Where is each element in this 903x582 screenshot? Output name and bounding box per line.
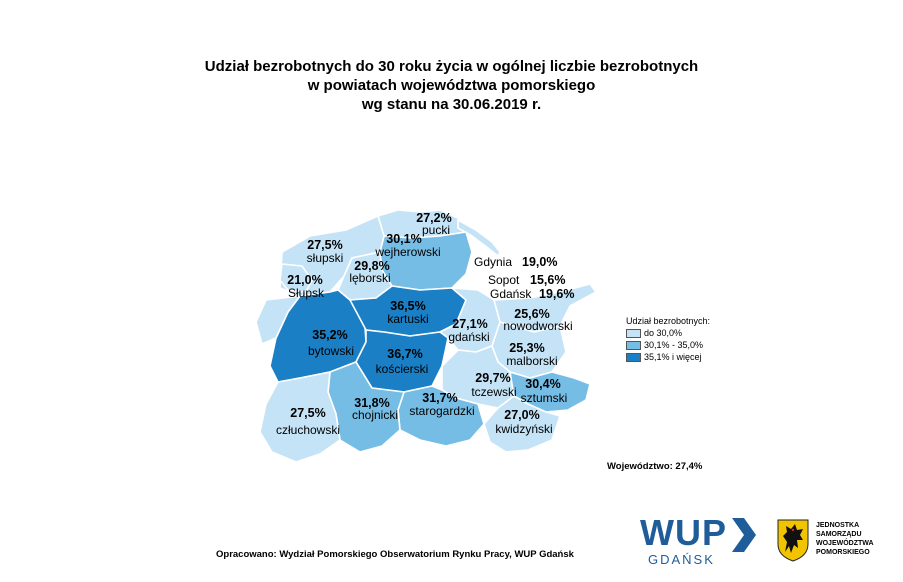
city-labels: Gdynia 19,0% Sopot 15,6% Gdańsk 19,6% [474, 255, 574, 301]
label-name-chojnicki: chojnicki [352, 408, 398, 422]
district-slupsk-city[interactable] [279, 263, 313, 293]
label-value-slupski: 27,5% [307, 238, 342, 252]
label-value-sztumski: 30,4% [525, 377, 560, 391]
district-kwidzynski[interactable] [483, 395, 561, 453]
label-value-malborski: 25,3% [509, 341, 544, 355]
district-czluchowski[interactable] [259, 371, 341, 463]
city-value-gdynia: 19,0% [522, 255, 557, 269]
jst-line-3: WOJEWÓDZTWA [816, 540, 874, 547]
district-koscierski[interactable] [355, 329, 449, 393]
legend-item-mid: 30,1% - 35,0% [626, 340, 710, 351]
jst-line-1: JEDNOSTKA [816, 522, 860, 529]
jst-line-2: SAMORZĄDU [816, 531, 862, 538]
legend-label-low: do 30,0% [644, 328, 683, 338]
label-name-pucki: pucki [422, 223, 450, 237]
label-name-slupski: słupski [307, 251, 344, 265]
label-name-starogardzki: starogardzki [409, 404, 474, 418]
city-name-sopot: Sopot [488, 273, 520, 287]
label-name-kartuski: kartuski [387, 312, 428, 326]
district-labels: 27,2% pucki 30,1% wejherowski 27,5% słup… [276, 211, 573, 437]
wup-logo-main: WUP [640, 512, 727, 553]
label-name-tczewski: tczewski [471, 385, 516, 399]
city-value-gdansk: 19,6% [539, 287, 574, 301]
label-name-malborski: malborski [506, 354, 557, 368]
city-value-sopot: 15,6% [530, 273, 565, 287]
map-title: Udział bezrobotnych do 30 roku życia w o… [0, 57, 903, 114]
label-name-gdanski: gdański [448, 330, 489, 344]
label-value-gdanski: 27,1% [452, 317, 487, 331]
label-name-leborski: lęborski [349, 271, 390, 285]
title-line-3: wg stanu na 30.06.2019 r. [361, 96, 542, 113]
city-name-gdynia: Gdynia [474, 255, 512, 269]
label-name-kwidzynski: kwidzyński [495, 422, 552, 436]
label-value-kwidzynski: 27,0% [504, 408, 539, 422]
legend-title: Udział bezrobotnych: [626, 316, 711, 326]
label-name-sztumski: sztumski [521, 391, 568, 405]
legend-swatch-low [626, 329, 641, 338]
city-name-gdansk: Gdańsk [490, 287, 532, 301]
griffin-emblem-icon [777, 519, 809, 562]
legend-label-high: 35,1% i więcej [644, 352, 702, 362]
label-value-leborski: 29,8% [354, 259, 389, 273]
label-value-kartuski: 36,5% [390, 299, 425, 313]
wup-logo: WUP GDAŃSK [640, 514, 760, 570]
label-value-nowodworski: 25,6% [514, 307, 549, 321]
jst-logo-text: JEDNOSTKA SAMORZĄDU WOJEWÓDZTWA POMORSKI… [816, 521, 874, 557]
title-line-1: Udział bezrobotnych do 30 roku życia w o… [204, 58, 699, 75]
label-value-starogardzki: 31,7% [422, 391, 457, 405]
jst-logo: JEDNOSTKA SAMORZĄDU WOJEWÓDZTWA POMORSKI… [776, 518, 896, 570]
legend-swatch-high [626, 353, 641, 362]
label-name-nowodworski: nowodworski [503, 319, 572, 333]
title-line-2: w powiatach województwa pomorskiego [307, 77, 596, 94]
legend-item-low: do 30,0% [626, 328, 710, 339]
label-name-koscierski: kościerski [376, 362, 429, 376]
label-value-czluchowski: 27,5% [290, 406, 325, 420]
label-name-slupsk: Słupsk [288, 286, 325, 300]
jst-line-4: POMORSKIEGO [816, 549, 870, 556]
label-value-slupsk: 21,0% [287, 273, 322, 287]
district-west-rim [255, 295, 301, 345]
hel-peninsula [457, 219, 501, 257]
footer-source: Opracowano: Wydział Pomorskiego Obserwat… [216, 549, 574, 560]
label-value-chojnicki: 31,8% [354, 396, 389, 410]
map-legend: Udział bezrobotnych: do 30,0% 30,1% - 35… [626, 316, 710, 363]
label-value-koscierski: 36,7% [387, 347, 422, 361]
label-value-pucki: 27,2% [416, 211, 451, 225]
label-name-czluchowski: człuchowski [276, 423, 340, 437]
wup-logo-sub: GDAŃSK [648, 552, 715, 567]
label-name-bytowski: bytowski [308, 344, 354, 358]
legend-item-high: 35,1% i więcej [626, 352, 710, 363]
voivodeship-total: Województwo: 27,4% [607, 461, 703, 472]
label-value-wejherowski: 30,1% [386, 232, 421, 246]
label-value-bytowski: 35,2% [312, 328, 347, 342]
legend-swatch-mid [626, 341, 641, 350]
label-value-tczewski: 29,7% [475, 371, 510, 385]
legend-label-mid: 30,1% - 35,0% [644, 340, 704, 350]
wup-chevron-icon [732, 518, 756, 552]
label-name-wejherowski: wejherowski [374, 245, 440, 259]
